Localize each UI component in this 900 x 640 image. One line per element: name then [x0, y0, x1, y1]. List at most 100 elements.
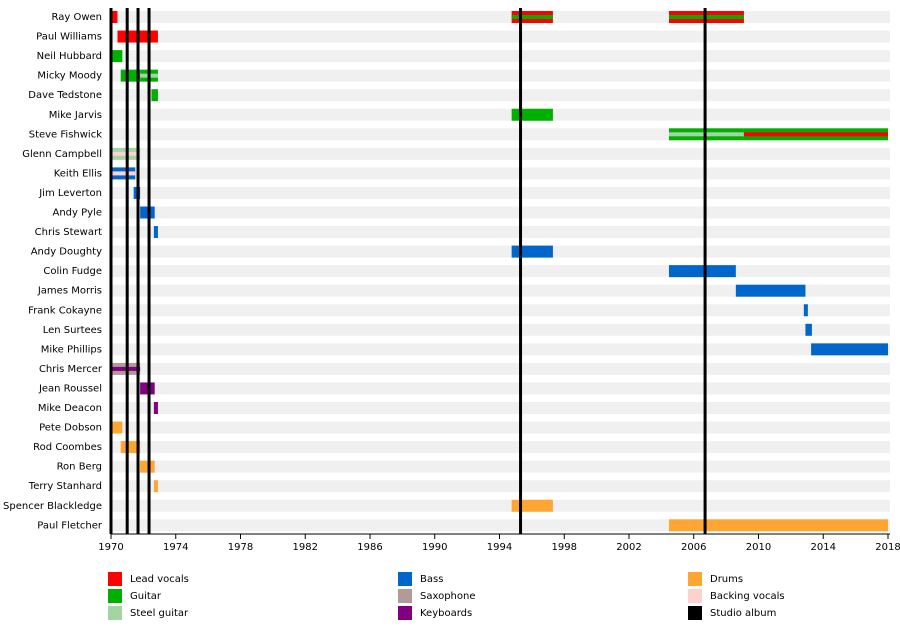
member-name: Colin Fudge: [43, 266, 102, 277]
x-tick-label: 1994: [487, 542, 512, 553]
member-name: Andy Pyle: [52, 208, 102, 219]
secondary-stripe: [111, 366, 141, 371]
row-band: [111, 206, 890, 219]
member-name: Chris Mercer: [39, 364, 103, 375]
legend-label: Studio album: [710, 608, 776, 619]
row-band: [111, 245, 890, 258]
member-name: Mike Deacon: [38, 403, 102, 414]
row-band: [111, 226, 890, 239]
member-name: Jean Roussel: [38, 383, 102, 394]
member-name: Steve Fishwick: [29, 129, 102, 140]
membership-bar: [120, 69, 141, 82]
member-name: Mike Jarvis: [49, 110, 102, 121]
row-band: [111, 265, 890, 278]
secondary-stripe: [511, 15, 553, 19]
membership-bar: [805, 323, 812, 336]
membership-bar: [511, 245, 553, 258]
legend-swatch: [108, 572, 122, 586]
legend-swatch: [688, 589, 702, 603]
membership-bar: [803, 304, 808, 317]
x-tick-label: 2018: [875, 542, 900, 553]
member-name: Terry Stanhard: [28, 481, 102, 492]
member-name: Spencer Blackledge: [3, 501, 102, 512]
row-band: [111, 30, 890, 43]
x-tick-label: 2014: [811, 542, 836, 553]
x-tick-label: 1978: [228, 542, 253, 553]
member-name: Pete Dobson: [39, 423, 102, 434]
secondary-stripe: [743, 132, 888, 137]
row-band: [111, 441, 890, 454]
legend-swatch: [108, 606, 122, 620]
x-tick-label: 1970: [98, 542, 123, 553]
member-name: Glenn Campbell: [22, 149, 102, 160]
member-name: Rod Coombes: [33, 442, 102, 453]
row-band: [111, 89, 890, 102]
row-band: [111, 167, 890, 180]
member-name: Ron Berg: [57, 462, 102, 473]
member-name: Jim Leverton: [38, 188, 102, 199]
member-name: Neil Hubbard: [37, 51, 102, 62]
row-band: [111, 284, 890, 297]
row-band: [111, 499, 890, 512]
row-band: [111, 421, 890, 434]
legend-swatch: [108, 589, 122, 603]
legend-label: Backing vocals: [710, 591, 785, 602]
membership-bar: [153, 226, 158, 239]
legend-swatch: [398, 606, 412, 620]
legend-label: Drums: [710, 574, 743, 585]
membership-bar: [153, 402, 158, 414]
row-band: [111, 50, 890, 63]
member-name: Keith Ellis: [54, 168, 102, 179]
legend-label: Bass: [420, 574, 443, 585]
membership-bar: [153, 480, 158, 493]
member-name: Mike Phillips: [41, 344, 102, 355]
x-tick-label: 1986: [357, 542, 382, 553]
legend-swatch: [688, 572, 702, 586]
member-name: Ray Owen: [52, 12, 103, 23]
legend-label: Lead vocals: [130, 574, 189, 585]
x-tick-label: 1974: [163, 542, 188, 553]
x-tick-label: 1982: [293, 542, 318, 553]
legend-label: Saxophone: [420, 591, 476, 602]
x-tick-label: 2002: [616, 542, 641, 553]
legend-label: Keyboards: [420, 608, 472, 619]
membership-bar: [120, 441, 141, 454]
x-tick-label: 2006: [681, 542, 706, 553]
x-tick-label: 2010: [746, 542, 771, 553]
membership-bar: [140, 382, 155, 395]
secondary-stripe: [111, 171, 136, 176]
membership-bar: [151, 89, 158, 102]
member-name: Chris Stewart: [35, 227, 102, 238]
row-band: [111, 382, 890, 395]
membership-bar: [140, 206, 155, 219]
membership-bar: [811, 343, 888, 356]
legend-swatch: [398, 572, 412, 586]
legend-label: Guitar: [130, 591, 162, 602]
row-band: [111, 480, 890, 493]
secondary-stripe: [111, 151, 141, 156]
legend-swatch: [688, 606, 702, 620]
x-tick-label: 1990: [422, 542, 447, 553]
member-name: Len Surtees: [43, 325, 102, 336]
row-band: [111, 362, 890, 375]
member-name: James Morris: [37, 286, 102, 297]
row-band: [111, 402, 890, 414]
membership-bar: [111, 11, 118, 23]
membership-bar: [140, 460, 155, 473]
membership-bar: [511, 108, 553, 121]
membership-bar: [111, 50, 123, 63]
row-band: [111, 69, 890, 82]
row-band: [111, 11, 890, 23]
member-name: Frank Cokayne: [28, 305, 102, 316]
member-name: Andy Doughty: [31, 247, 102, 258]
legend-label: Steel guitar: [130, 608, 189, 619]
member-name: Paul Fletcher: [37, 520, 103, 531]
row-band: [111, 323, 890, 336]
row-band: [111, 304, 890, 317]
row-band: [111, 108, 890, 121]
membership-bar: [111, 421, 123, 434]
row-band: [111, 343, 890, 356]
member-name: Paul Williams: [36, 32, 102, 43]
